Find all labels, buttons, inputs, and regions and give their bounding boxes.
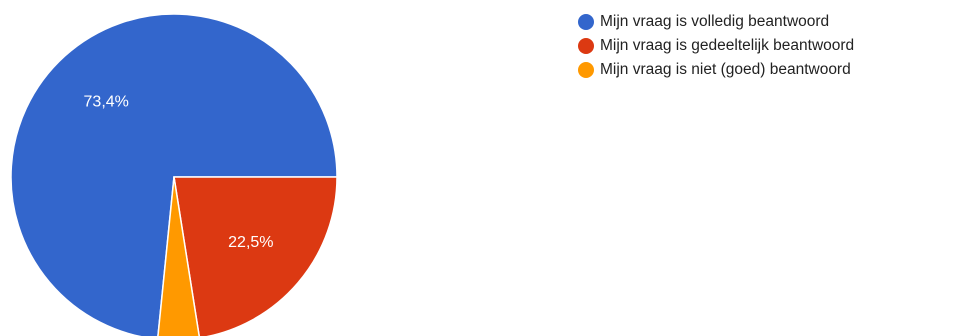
legend-swatch-1 <box>578 14 594 30</box>
slice-label-2: 22,5% <box>228 234 273 251</box>
pie-slice-labels: 73,4% 22,5% <box>84 93 274 251</box>
legend-label-3: Mijn vraag is niet (goed) beantwoord <box>600 61 851 78</box>
pie-slice-1 <box>10 13 338 336</box>
legend-swatch-2 <box>578 38 594 54</box>
pie-slice-3 <box>157 176 200 336</box>
pie-slices <box>10 13 338 336</box>
pie-slice-2 <box>173 176 338 336</box>
legend: Mijn vraag is volledig beantwoord Mijn vr… <box>578 13 854 78</box>
slice-label-1: 73,4% <box>84 93 129 110</box>
legend-swatch-3 <box>578 62 594 78</box>
legend-label-1: Mijn vraag is volledig beantwoord <box>600 13 829 30</box>
legend-label-2: Mijn vraag is gedeeltelijk beantwoord <box>600 37 854 54</box>
